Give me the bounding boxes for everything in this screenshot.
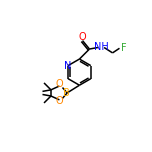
Text: N: N [64,61,72,71]
Text: O: O [56,96,63,106]
Text: O: O [79,33,86,43]
Text: F: F [121,43,126,53]
Text: B: B [63,88,70,98]
Text: NH: NH [94,42,108,52]
Text: O: O [56,79,63,90]
